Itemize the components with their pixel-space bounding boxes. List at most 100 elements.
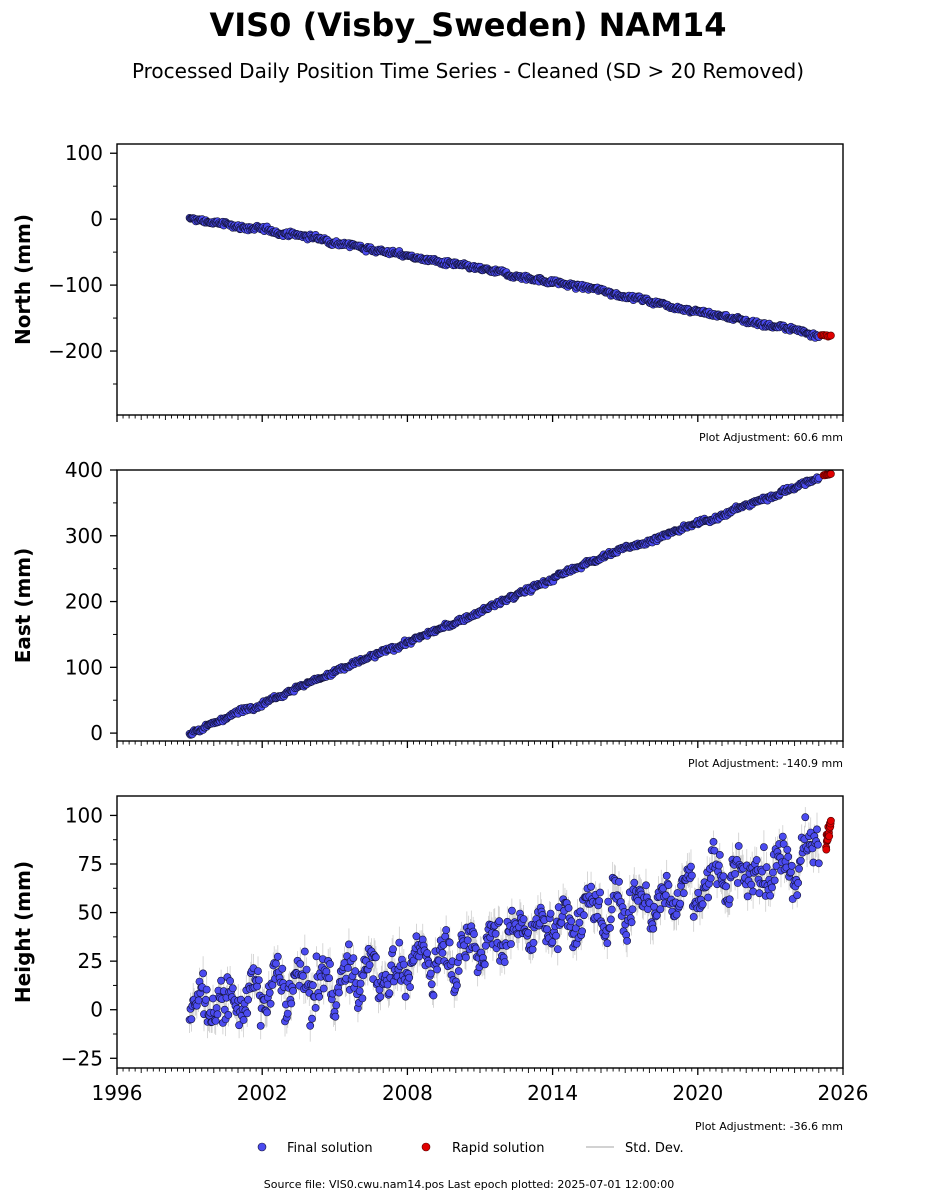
final-solution-point [766, 891, 775, 900]
final-solution-point [604, 897, 613, 906]
y-tick-label: 100 [65, 803, 103, 827]
final-solution-point [698, 900, 707, 909]
final-solution-point [254, 967, 262, 975]
plot-frame [116, 143, 844, 416]
final-solution-point [454, 967, 463, 975]
plot-data [185, 213, 835, 342]
x-tick-label: 2002 [237, 1081, 288, 1105]
final-solution-point [273, 952, 282, 961]
final-solution-point [519, 915, 528, 923]
x-tick-label: 2020 [672, 1081, 723, 1105]
final-solution-point [429, 991, 438, 1000]
final-solution-point [311, 1004, 320, 1012]
final-solution-point [656, 905, 665, 914]
final-solution-point [715, 851, 724, 859]
final-solution-point [463, 936, 472, 945]
final-solution-point [779, 840, 788, 848]
final-solution-point [687, 862, 695, 871]
y-tick-label: 100 [65, 655, 103, 679]
final-solution-point [603, 939, 612, 948]
legend-final-label: Final solution [287, 1141, 373, 1156]
y-tick-label: 100 [65, 141, 103, 165]
final-solution-point [405, 973, 414, 982]
final-solution-point [201, 995, 210, 1004]
final-solution-point [704, 893, 712, 902]
y-axis-label: East (mm) [11, 548, 35, 664]
final-solution-point [615, 877, 623, 886]
final-solution-point [606, 924, 614, 932]
y-tick-label: 50 [78, 901, 103, 925]
x-tick-label: 2014 [527, 1081, 578, 1105]
plot-adjustment-annotation: Plot Adjustment: -140.9 mm [688, 757, 843, 770]
final-solution-point [794, 879, 802, 887]
final-solution-point [302, 965, 311, 974]
rapid-solution-point [825, 832, 834, 841]
final-solution-point [438, 949, 447, 957]
final-solution-point [706, 874, 715, 883]
final-solution-point [578, 927, 586, 936]
y-tick-label: 200 [65, 590, 103, 614]
final-solution-point [371, 953, 380, 962]
final-solution-point [689, 913, 698, 921]
final-solution-point [423, 949, 432, 958]
final-solution-point [442, 926, 450, 934]
final-solution-point [385, 989, 394, 998]
final-solution-point [289, 987, 297, 995]
final-solution-point [299, 972, 307, 980]
y-axis-label: North (mm) [11, 214, 35, 345]
final-solution-point [226, 977, 234, 985]
final-solution-point [308, 981, 317, 990]
final-solution-point [283, 1009, 292, 1018]
final-solution-point [325, 974, 333, 982]
plot-data [185, 470, 835, 739]
final-solution-point [412, 932, 421, 941]
final-solution-point [389, 945, 397, 954]
final-solution-point [199, 969, 207, 978]
final-solution-point [331, 1012, 340, 1021]
final-solution-point [406, 983, 414, 991]
final-solution-point [228, 984, 237, 993]
x-tick-label: 2008 [382, 1081, 433, 1105]
final-solution-point [813, 825, 821, 834]
final-solution-point [528, 945, 537, 954]
footer-source: Source file: VIS0.cwu.nam14.pos Last epo… [264, 1178, 674, 1191]
final-solution-point [554, 903, 563, 912]
final-solution-point [211, 1017, 220, 1025]
final-solution-point [326, 960, 334, 968]
final-solution-point [652, 911, 661, 920]
final-solution-point [546, 909, 555, 918]
final-solution-point [787, 868, 795, 877]
plot-adjustment-annotation: Plot Adjustment: -36.6 mm [695, 1120, 843, 1133]
final-solution-point [725, 895, 734, 904]
final-solution-point [607, 915, 615, 924]
x-tick-label: 1996 [92, 1081, 143, 1105]
final-solution-point [401, 992, 410, 1001]
final-solution-point [322, 967, 331, 976]
final-solution-point [481, 941, 490, 950]
final-solution-point [778, 832, 787, 841]
y-tick-label: −200 [48, 339, 103, 363]
final-solution-point [332, 1001, 341, 1010]
final-solution-point [801, 813, 810, 822]
final-solution-point [769, 868, 777, 877]
final-solution-point [296, 960, 305, 968]
final-solution-point [244, 995, 252, 1004]
final-solution-point [395, 938, 404, 947]
final-solution-point [239, 1016, 248, 1024]
final-solution-point [529, 938, 538, 947]
final-solution-point [642, 881, 650, 890]
final-solution-point [426, 969, 435, 978]
final-solution-point [235, 1021, 243, 1030]
final-solution-point [552, 931, 560, 940]
final-solution-point [224, 1011, 233, 1019]
legend: Final solution Rapid solution Std. Dev. [257, 1141, 684, 1156]
y-tick-label: 25 [78, 949, 103, 973]
y-tick-label: 0 [90, 721, 103, 745]
final-solution-point [452, 981, 461, 990]
final-solution-point [634, 897, 642, 905]
final-solution-point [580, 911, 588, 920]
final-solution-point [661, 891, 670, 900]
legend-rapid-marker [421, 1142, 431, 1152]
panel-1: 400 300 200 100 0 East (mm) Plot Adjustment: -… [11, 458, 844, 770]
final-solution-point [495, 917, 504, 926]
